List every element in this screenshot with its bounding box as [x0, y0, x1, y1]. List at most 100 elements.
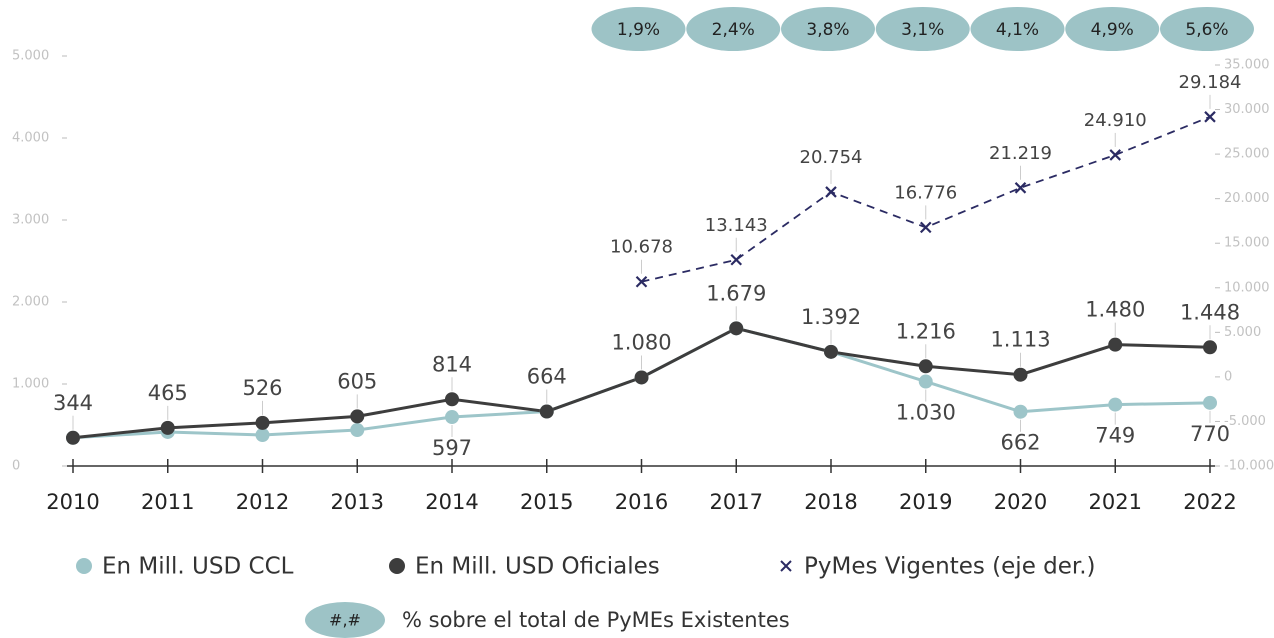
data-label: 1.080 — [611, 330, 671, 354]
point-marker — [1108, 337, 1123, 352]
y-tick-label: 3.000 — [12, 213, 49, 228]
share-pill — [781, 7, 875, 51]
point-marker — [255, 428, 270, 443]
y2-tick-label: -5.000 — [1224, 414, 1266, 429]
point-marker — [1108, 397, 1123, 412]
x-tick-label: 2017 — [710, 490, 763, 514]
point-marker — [160, 420, 175, 435]
y-tick-label: 0 — [12, 459, 20, 474]
data-label: 16.776 — [894, 182, 957, 203]
y2-tick-label: 10.000 — [1224, 280, 1270, 295]
share-pill — [970, 7, 1065, 51]
y-tick-label: 1.000 — [12, 377, 49, 392]
data-label: 1.480 — [1085, 298, 1145, 322]
legend-label: % sobre el total de PyMEs Existentes — [402, 608, 790, 632]
point-marker — [350, 409, 365, 424]
x-tick-label: 2010 — [46, 490, 99, 514]
y2-tick-label: -10.000 — [1224, 459, 1274, 474]
data-label: 29.184 — [1179, 72, 1242, 93]
share-label: 5,6% — [1185, 20, 1228, 40]
point-marker — [1109, 149, 1122, 161]
share-pill — [686, 7, 781, 51]
data-label: 1.113 — [990, 328, 1050, 352]
data-label: 13.143 — [705, 215, 768, 236]
point-marker — [445, 392, 459, 407]
share-label: 1,9% — [617, 20, 660, 40]
point-marker — [350, 423, 365, 438]
point-marker — [539, 404, 554, 419]
data-label: 21.219 — [989, 143, 1052, 164]
x-tick-label: 2011 — [141, 490, 194, 514]
point-marker — [919, 221, 932, 234]
data-label: 1.679 — [706, 281, 766, 305]
y-tick-label: 4.000 — [12, 131, 49, 146]
point-marker — [1013, 367, 1028, 382]
data-label: 10.678 — [610, 237, 673, 258]
point-marker — [1203, 395, 1217, 410]
point-marker — [824, 344, 838, 359]
data-label: 749 — [1095, 424, 1135, 448]
share-pill — [591, 7, 686, 51]
x-tick-label: 2019 — [899, 490, 952, 514]
y2-tick-label: 35.000 — [1224, 58, 1270, 73]
y2-tick-label: 20.000 — [1224, 191, 1270, 206]
x-tick-label: 2020 — [994, 490, 1047, 514]
data-label: 814 — [432, 352, 472, 376]
data-label: 664 — [527, 365, 567, 389]
point-marker — [1203, 340, 1217, 355]
share-pill — [1160, 7, 1254, 51]
x-tick-label: 2014 — [425, 490, 478, 514]
data-label: 662 — [1000, 431, 1040, 455]
point-marker — [445, 410, 459, 425]
y2-tick-label: 15.000 — [1224, 236, 1270, 251]
legend-marker — [389, 558, 405, 574]
legend-label: En Mill. USD CCL — [102, 554, 294, 580]
point-marker — [255, 415, 270, 430]
legend-pill-symbol: #,# — [329, 611, 361, 630]
share-label: 4,9% — [1091, 20, 1134, 40]
y2-tick-label: 5.000 — [1224, 325, 1261, 340]
data-label: 770 — [1190, 422, 1230, 446]
point-marker — [634, 370, 649, 385]
data-label: 605 — [337, 369, 377, 393]
y2-tick-label: 25.000 — [1224, 147, 1270, 162]
point-marker — [1013, 404, 1028, 419]
x-tick-label: 2015 — [520, 490, 573, 514]
point-marker — [1204, 111, 1216, 123]
legend-label: En Mill. USD Oficiales — [415, 554, 660, 580]
x-tick-label: 2022 — [1183, 490, 1236, 514]
point-marker — [825, 186, 837, 198]
point-marker — [918, 359, 933, 374]
y-tick-label: 2.000 — [12, 295, 49, 310]
data-label: 1.030 — [896, 401, 956, 425]
x-tick-label: 2012 — [236, 490, 289, 514]
x-tick-label: 2016 — [615, 490, 668, 514]
share-label: 3,8% — [806, 20, 849, 40]
point-marker — [1014, 182, 1027, 194]
data-label: 597 — [432, 436, 472, 460]
y2-tick-label: 0 — [1224, 369, 1232, 384]
data-label: 1.216 — [896, 319, 956, 343]
legend-pill — [305, 602, 385, 638]
legend-marker — [76, 558, 92, 574]
data-label: 20.754 — [800, 147, 863, 168]
point-marker — [729, 321, 744, 336]
data-label: 465 — [148, 381, 188, 405]
share-pill — [875, 7, 970, 51]
y-tick-label: 5.000 — [12, 49, 49, 64]
x-tick-label: 2013 — [331, 490, 384, 514]
point-marker — [730, 253, 743, 266]
share-label: 3,1% — [901, 20, 944, 40]
point-marker — [635, 275, 648, 288]
share-label: 4,1% — [996, 20, 1039, 40]
data-label: 344 — [53, 391, 93, 415]
data-label: 24.910 — [1084, 110, 1147, 131]
point-marker — [66, 430, 80, 445]
legend-marker — [780, 560, 792, 572]
data-label: 1.392 — [801, 305, 861, 329]
legend-label: PyMes Vigentes (eje der.) — [804, 554, 1096, 580]
data-label: 1.448 — [1180, 300, 1240, 324]
x-tick-label: 2021 — [1089, 490, 1142, 514]
data-label: 526 — [242, 376, 282, 400]
